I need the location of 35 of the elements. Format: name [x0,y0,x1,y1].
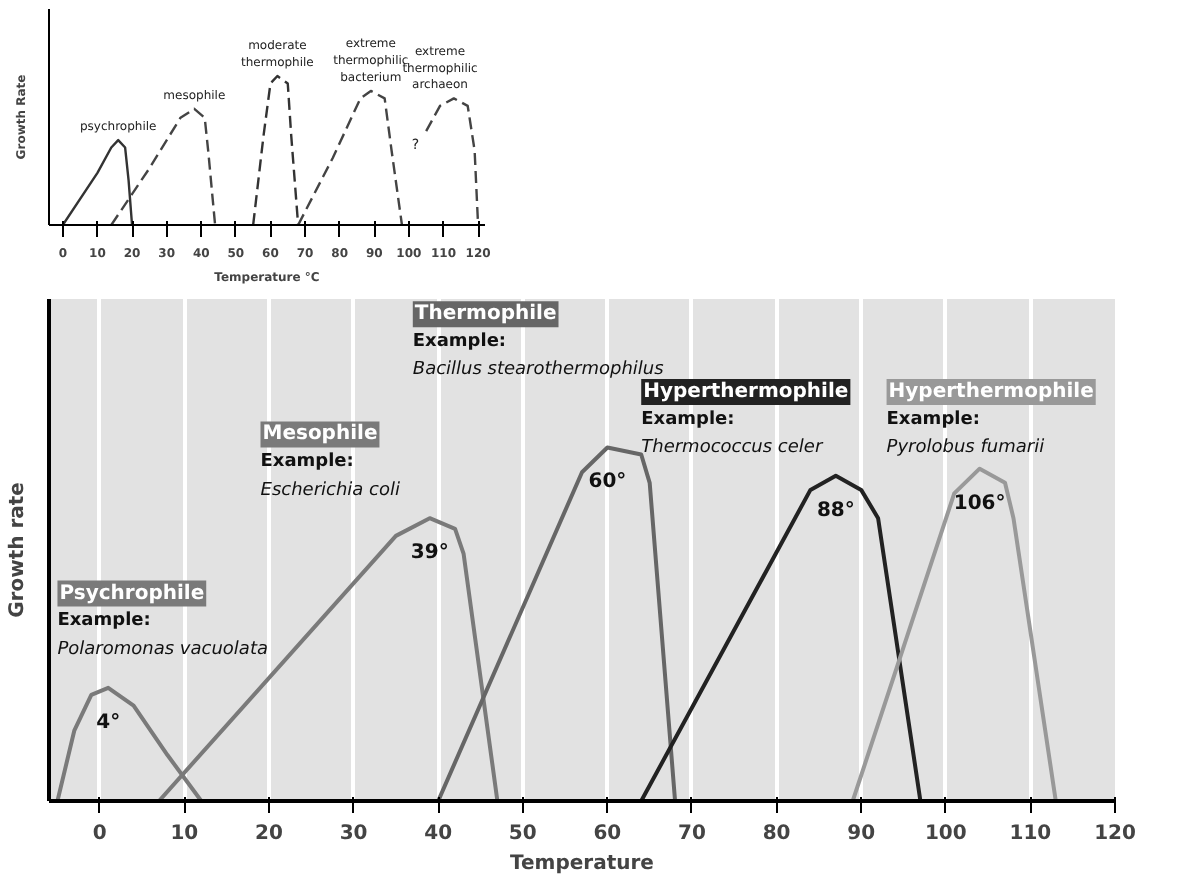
x-tick-label: 50 [508,823,537,845]
y-axis-title: Growth rate [7,481,29,618]
annotation: Pyrolobus fumarii [886,438,1046,459]
x-axis-title: Temperature [510,853,655,875]
text: Mesophile [262,423,378,446]
text: Hyperthermophile [643,381,849,404]
annotation: Polaromonas vacuolata [57,639,268,660]
x-tick-label: 110 [1009,823,1052,845]
x-tick-label: 30 [339,823,368,845]
text: Hyperthermophile [888,381,1095,404]
x-tick-label: 80 [762,823,791,845]
text: Example: [412,332,507,353]
x-tick-label: 10 [170,823,199,845]
annotation: Example: [57,611,151,632]
text: Psychrophile [59,582,205,605]
annotation: 88° [816,499,855,522]
x-tick-label: 70 [678,823,706,845]
x-tick-label: 90 [847,823,876,845]
x-tick-label: 0 [92,823,107,845]
annotation: 106° [953,492,1006,515]
x-tick-label: 120 [1094,823,1136,845]
x-tick-label: 100 [924,823,967,845]
annotation: 39° [410,542,449,565]
annotation: Escherichia coli [260,480,402,501]
text: Bacillus stearothermophilus [412,360,665,381]
x-tick-label: 40 [424,823,453,845]
text: Example: [641,409,735,430]
x-tick-label: 20 [255,823,283,845]
annotation: Example: [260,452,354,473]
annotation: 60° [588,471,627,494]
annotation: Thermococcus celer [641,438,825,459]
annotation: 4° [96,711,121,734]
x-tick-label: 60 [593,823,622,845]
text: Thermophile [414,303,557,326]
text: Example: [886,409,980,430]
